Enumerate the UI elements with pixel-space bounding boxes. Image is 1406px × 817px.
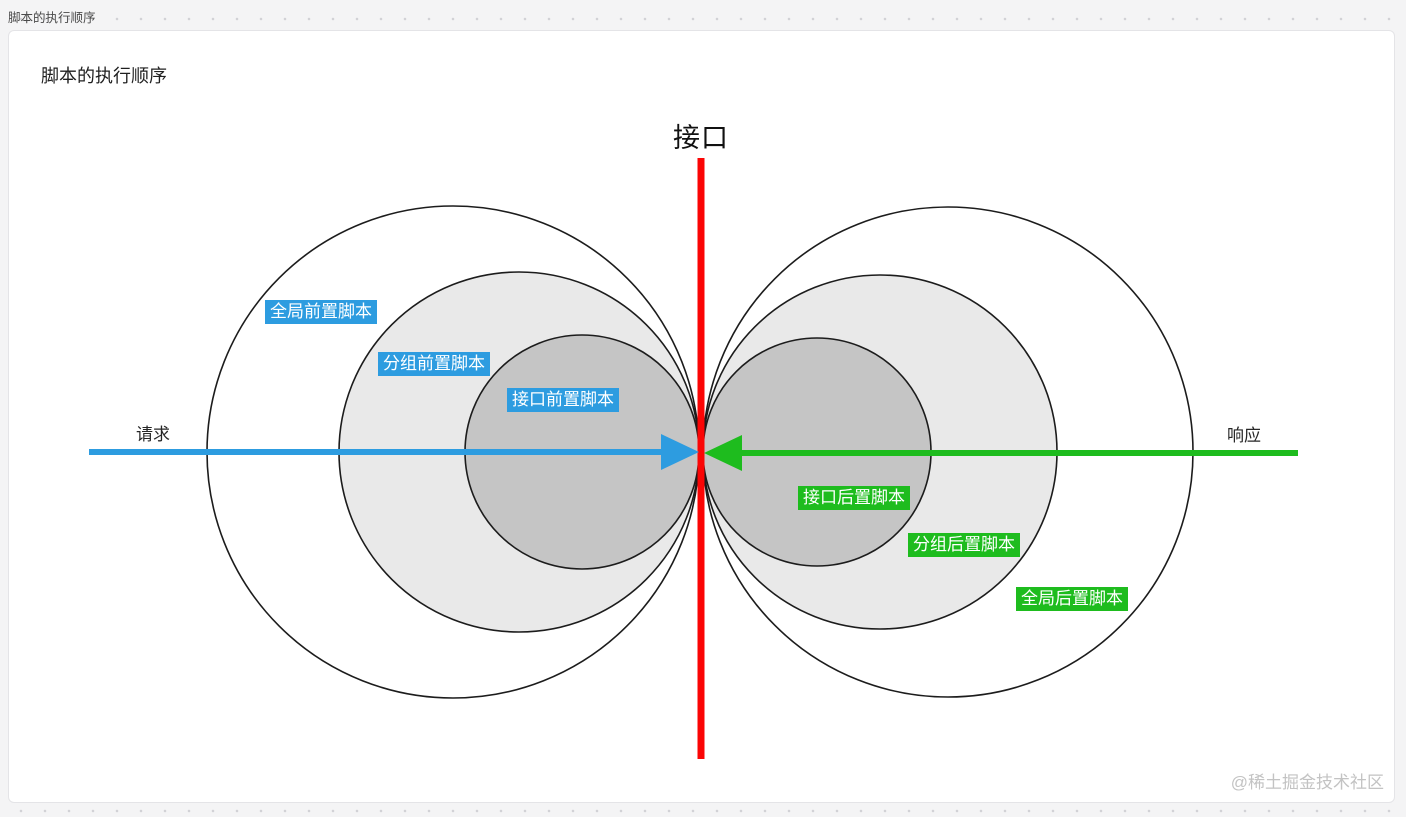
global-pre-script-label: 全局前置脚本 — [265, 300, 377, 324]
request-label: 请求 — [136, 425, 170, 444]
group-post-script-label: 分组后置脚本 — [908, 533, 1020, 557]
request-arrow — [89, 434, 699, 470]
content-card: 脚本的执行顺序 — [8, 30, 1395, 803]
breadcrumb: 脚本的执行顺序 — [8, 11, 96, 25]
group-pre-script-label: 分组前置脚本 — [378, 352, 490, 376]
juejin-watermark: @稀土掘金技术社区 — [1230, 773, 1384, 792]
response-arrow — [704, 435, 1298, 471]
script-order-diagram: 接口 请求 响应 全局前置脚本 分组前置脚本 接口前置脚本 接口后置脚本 分组后… — [9, 31, 1396, 804]
interface-pre-script-label: 接口前置脚本 — [507, 388, 619, 412]
page-title: 脚本的执行顺序 — [41, 66, 167, 86]
interface-post-script-label: 接口后置脚本 — [798, 486, 910, 510]
global-post-script-label: 全局后置脚本 — [1016, 587, 1128, 611]
response-label: 响应 — [1227, 426, 1261, 445]
interface-axis-title: 接口 — [673, 123, 729, 153]
